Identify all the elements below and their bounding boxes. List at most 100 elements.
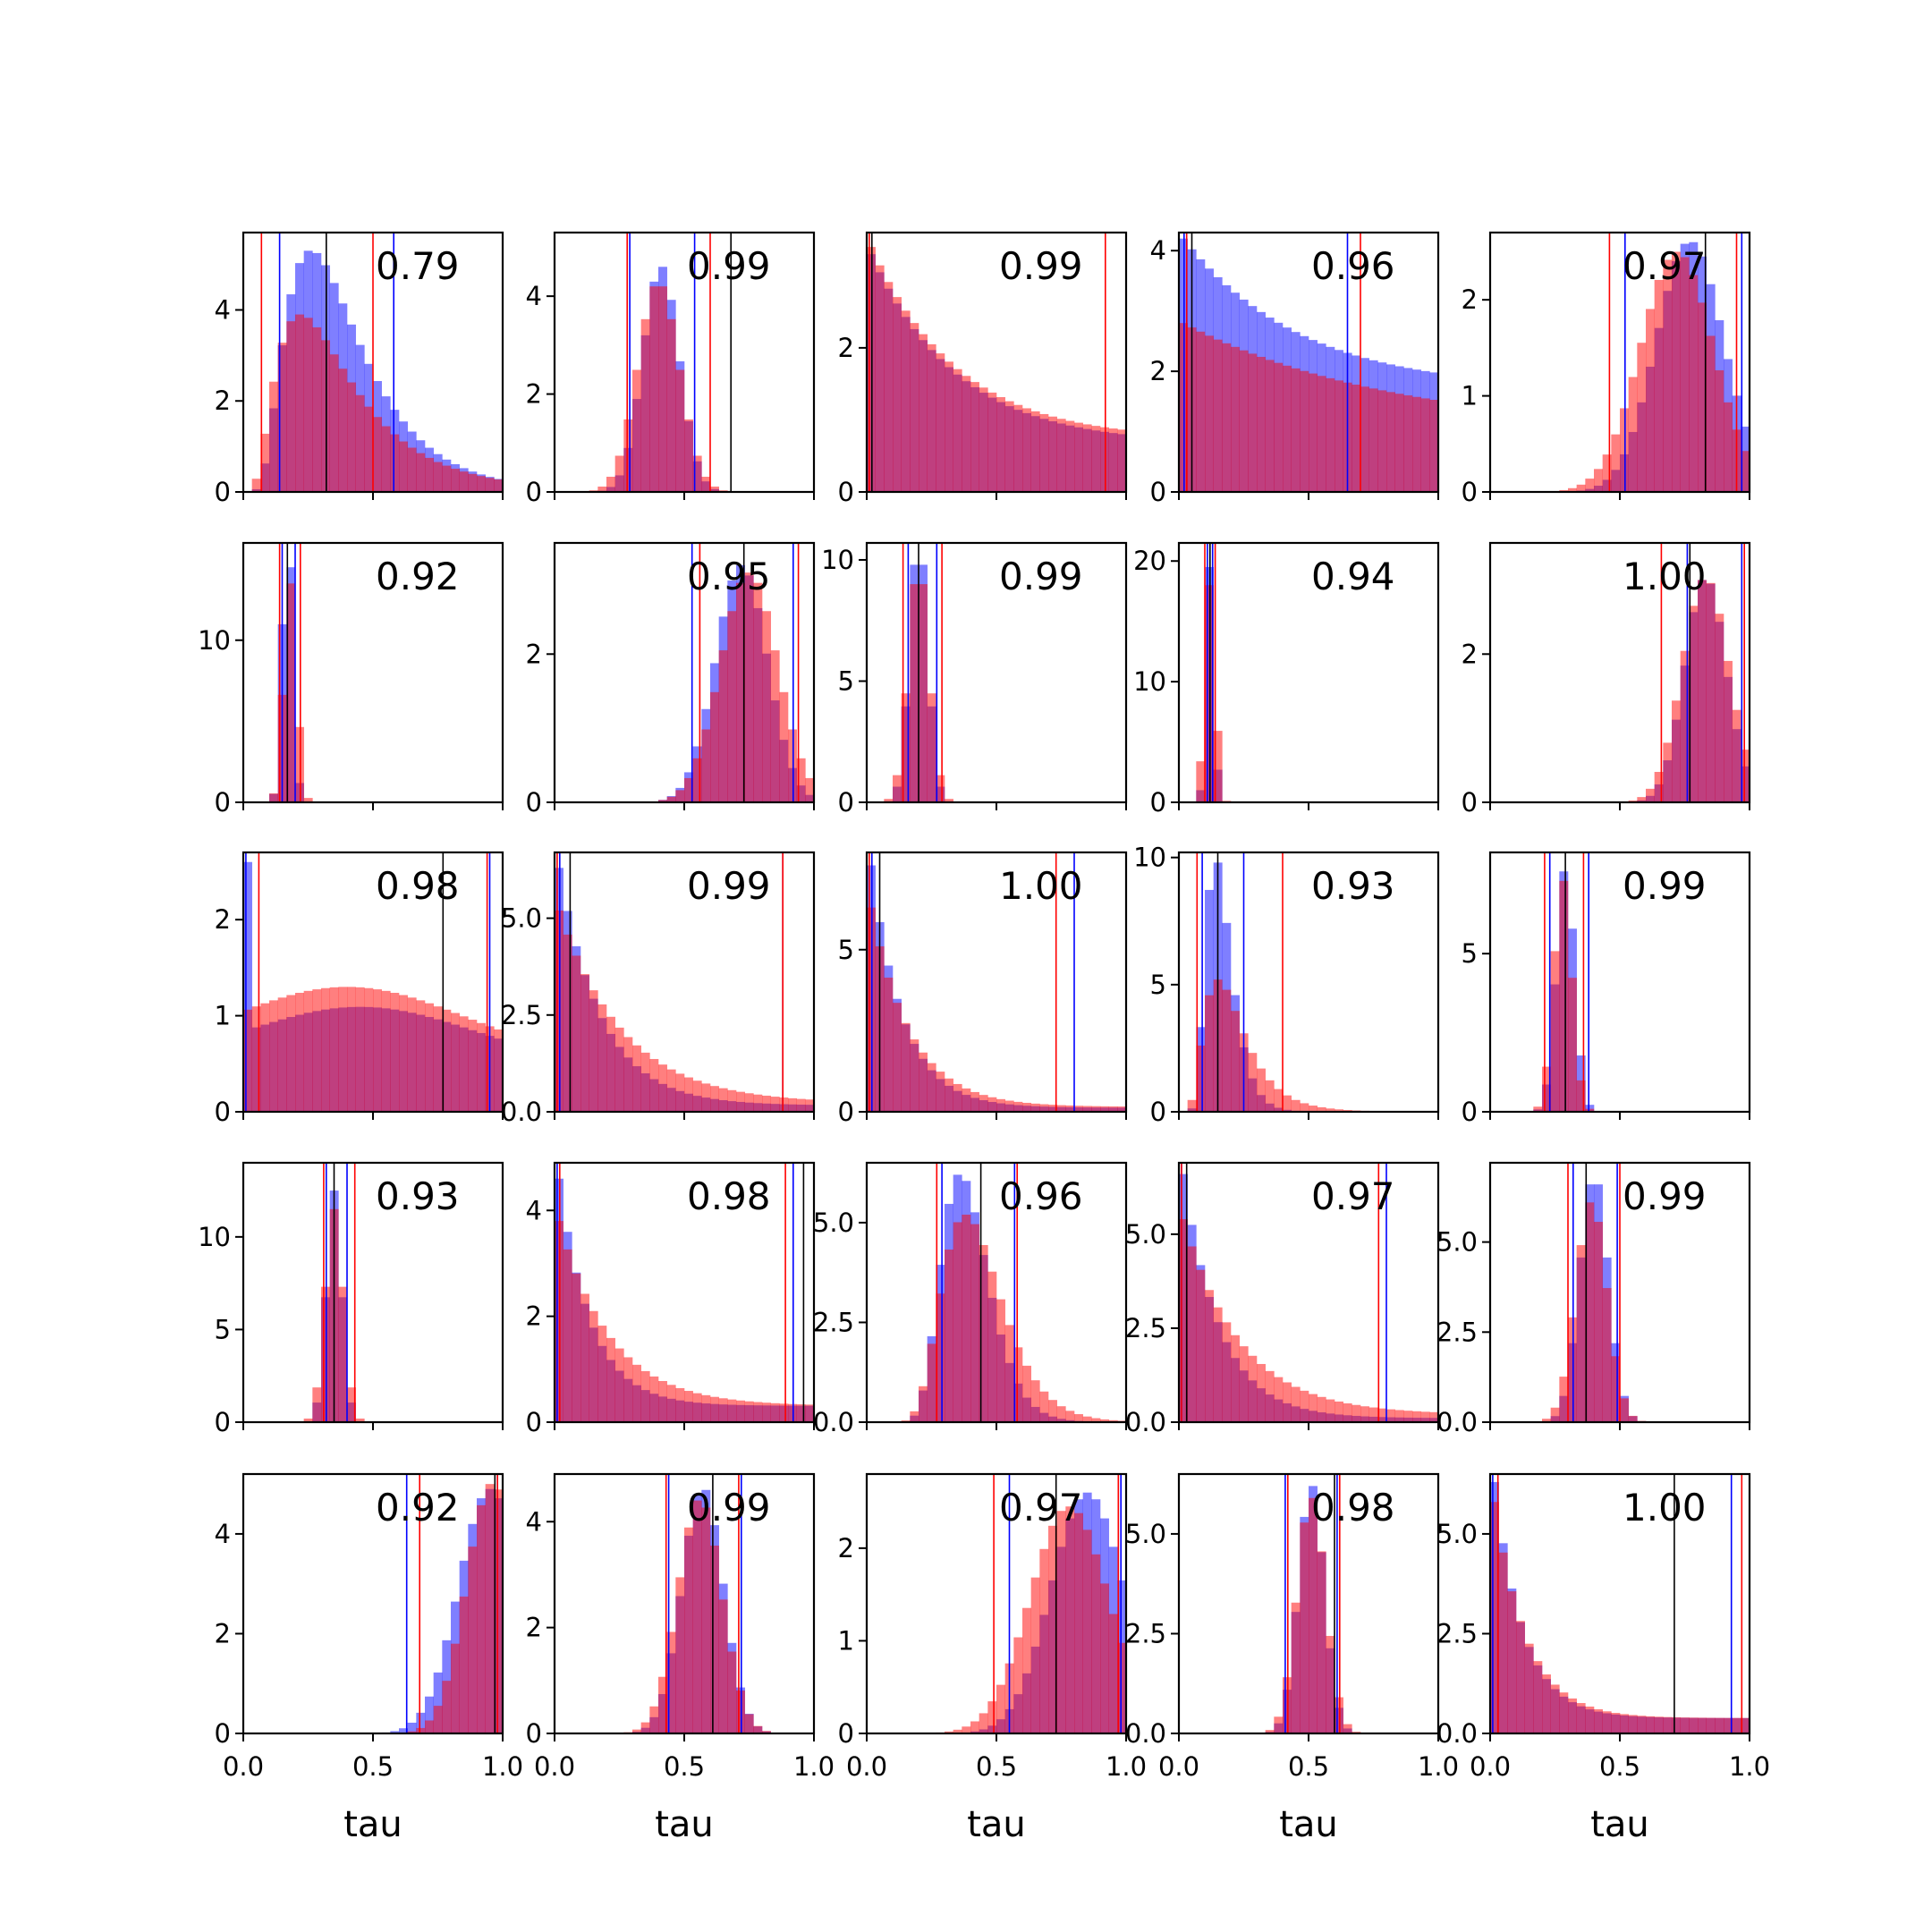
red-histogram-bar xyxy=(1065,1411,1075,1422)
panel-r4c3: 0.0 2.5 5.0 0.96 xyxy=(813,1161,1128,1437)
x-axis-label: tau xyxy=(1279,1804,1338,1845)
red-histogram-bar xyxy=(1689,606,1699,802)
y-tick-label: 0.0 xyxy=(1436,1407,1478,1437)
red-histogram-bar xyxy=(884,282,894,492)
red-histogram-bar xyxy=(945,361,953,492)
red-histogram-bar xyxy=(936,353,945,492)
red-histogram-bar xyxy=(1013,1347,1023,1422)
red-histogram-bar xyxy=(684,419,693,492)
red-histogram-bar xyxy=(390,434,400,492)
panel-r3c5: 050.99 xyxy=(1462,851,1751,1127)
red-histogram-bar xyxy=(779,1403,789,1422)
red-histogram-bar xyxy=(1689,1717,1699,1733)
red-histogram-bar xyxy=(1377,1408,1387,1422)
red-histogram-bar xyxy=(459,471,469,492)
red-histogram-bar xyxy=(1620,1714,1629,1733)
red-histogram-bar xyxy=(416,453,426,492)
red-histogram-bar xyxy=(893,775,902,802)
red-histogram-bar xyxy=(744,1401,754,1422)
red-histogram-bar xyxy=(1620,408,1629,492)
red-histogram-bar xyxy=(1490,1502,1499,1733)
red-histogram-bar xyxy=(640,318,650,492)
panel-value-label: 0.97 xyxy=(1311,1174,1395,1218)
red-histogram-bar xyxy=(962,1726,971,1733)
red-histogram xyxy=(1620,580,1750,802)
red-histogram-bar xyxy=(312,989,322,1112)
red-histogram-bar xyxy=(1004,401,1014,492)
red-histogram-bar xyxy=(796,1098,806,1112)
x-tick-label: 0.0 xyxy=(223,1751,264,1782)
red-histogram-bar xyxy=(710,691,719,802)
red-histogram-bar xyxy=(1550,951,1560,1112)
red-histogram-bar xyxy=(727,1399,737,1422)
red-histogram-bar xyxy=(303,318,313,492)
red-histogram-bar xyxy=(485,1484,495,1733)
y-tick-label: 0 xyxy=(1150,787,1166,818)
red-histogram-bar xyxy=(1091,1554,1101,1733)
red-histogram-bar xyxy=(1108,428,1118,492)
red-histogram-bar xyxy=(1429,1411,1439,1422)
red-histogram-bar xyxy=(1196,761,1206,802)
red-histogram-bar xyxy=(1205,1290,1214,1422)
red-histogram-bar xyxy=(433,1706,443,1733)
red-histogram xyxy=(1265,1497,1361,1733)
red-histogram-bar xyxy=(649,286,659,492)
red-histogram-bar xyxy=(623,1037,633,1112)
red-histogram-bar xyxy=(762,1402,771,1422)
red-histogram-bar xyxy=(1680,650,1690,802)
panel-value-label: 0.96 xyxy=(1311,244,1395,288)
red-histogram-bar xyxy=(1706,582,1716,802)
red-histogram-bar xyxy=(1585,1108,1595,1112)
red-histogram-bar xyxy=(893,297,902,492)
y-tick-label: 5 xyxy=(1462,938,1478,969)
red-histogram-bar xyxy=(736,1400,745,1422)
red-histogram-bar xyxy=(1542,1066,1551,1112)
red-histogram-bar xyxy=(875,265,885,492)
red-histogram xyxy=(884,584,953,802)
red-histogram-bar xyxy=(936,1293,945,1422)
panel-r5c2: 0 2 4 0.0 0.5 1.0 tau 0.99 xyxy=(526,1472,835,1845)
blue-histogram-bar xyxy=(390,1731,400,1733)
red-histogram-bar xyxy=(805,777,815,802)
red-histogram-bar xyxy=(1022,1607,1031,1733)
red-histogram-bar xyxy=(442,1009,452,1112)
red-histogram-bar xyxy=(770,650,780,802)
red-histogram-bar xyxy=(347,382,356,492)
red-histogram-bar xyxy=(970,1224,979,1422)
x-tick-label: 0.5 xyxy=(1599,1751,1640,1782)
red-histogram-bar xyxy=(710,1396,719,1422)
red-histogram-bar xyxy=(1706,1717,1716,1733)
red-histogram-bar xyxy=(796,758,806,802)
red-histogram-bar xyxy=(1628,377,1638,492)
marker-lines xyxy=(405,1474,499,1733)
red-histogram-bar xyxy=(1082,1530,1092,1733)
red-histogram-bar xyxy=(762,1095,771,1112)
x-tick-label: 1.0 xyxy=(1729,1751,1770,1782)
panel-r5c3: 0 1 2 0.0 0.5 1.0 tau 0.97 xyxy=(838,1472,1147,1845)
red-histogram-bar xyxy=(1715,370,1724,492)
x-tick-label: 1.0 xyxy=(482,1751,523,1782)
panel-r1c4: 0 2 4 0.96 xyxy=(1150,231,1440,507)
red-histogram-bar xyxy=(1231,346,1240,492)
y-tick-label: 5 xyxy=(838,665,854,696)
red-histogram-bar xyxy=(927,1063,936,1112)
red-histogram-bar xyxy=(485,478,495,492)
red-histogram-bar xyxy=(1326,377,1335,492)
red-histogram xyxy=(649,572,815,802)
red-histogram-bar xyxy=(1117,1642,1127,1733)
red-histogram-bar xyxy=(1291,1386,1301,1422)
red-histogram-bar xyxy=(910,1411,919,1422)
red-histogram-bar xyxy=(477,1022,486,1112)
red-histogram-bar xyxy=(468,1546,478,1733)
red-histogram-bar xyxy=(303,1418,313,1422)
red-histogram-bar xyxy=(962,1215,971,1422)
red-histogram-bar xyxy=(987,1271,997,1422)
red-histogram-bar xyxy=(1300,370,1309,492)
panel-value-label: 1.00 xyxy=(1623,555,1707,598)
red-histogram-bar xyxy=(692,1393,702,1422)
red-histogram-bar xyxy=(919,334,928,492)
red-histogram-bar xyxy=(753,1725,763,1733)
red-histogram-bar xyxy=(770,1097,780,1112)
red-histogram-bar xyxy=(1368,1407,1378,1422)
red-histogram-bar xyxy=(1698,302,1707,492)
